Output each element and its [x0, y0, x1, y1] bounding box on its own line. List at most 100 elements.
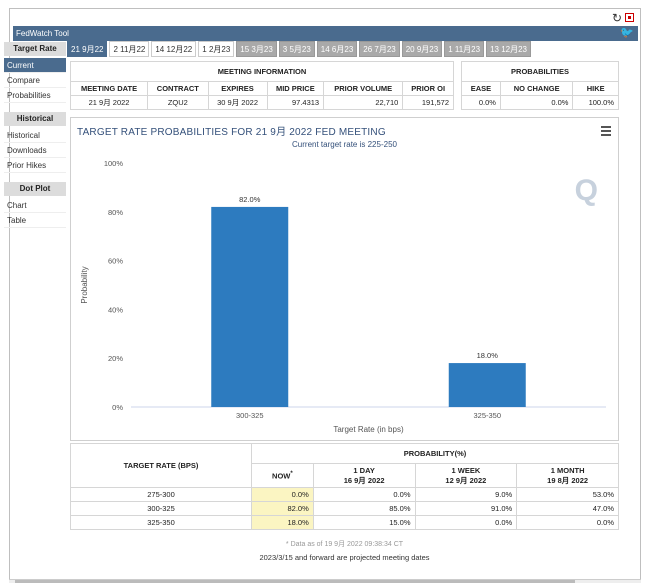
- chart-menu-icon[interactable]: [601, 126, 611, 138]
- sidebar-item-historical[interactable]: Historical: [4, 128, 66, 143]
- table-cell: 100.0%: [572, 95, 619, 110]
- data-label: 82.0%: [239, 195, 261, 204]
- period-date: 16 9月 2022: [343, 475, 385, 485]
- probability-cell: 9.0%: [414, 487, 518, 502]
- rate-cell: 275-300: [70, 487, 252, 502]
- twitter-icon[interactable]: 🐦: [620, 27, 634, 39]
- chart-title: TARGET RATE PROBABILITIES FOR 21 9月 2022…: [77, 127, 386, 138]
- app-title: FedWatch Tool: [16, 29, 69, 38]
- column-header: PRIOR VOLUME: [323, 81, 404, 96]
- meeting-tab[interactable]: 21 9月22: [67, 41, 108, 57]
- period-header: 1 WEEK 12 9月 2022: [414, 463, 518, 488]
- meeting-info-table: MEETING INFORMATION MEETING DATE CONTRACT…: [69, 61, 454, 110]
- probability-cell: 91.0%: [414, 501, 518, 516]
- sidebar-item-probabilities[interactable]: Probabilities: [4, 88, 66, 103]
- probability-cell: 47.0%: [516, 501, 619, 516]
- meeting-tab[interactable]: 14 6月23: [316, 41, 358, 57]
- probability-cell: 53.0%: [516, 487, 619, 502]
- meeting-tab[interactable]: 2 11月22: [109, 41, 150, 57]
- meeting-tab[interactable]: 26 7月23: [359, 41, 400, 57]
- table-cell: ZQU2: [147, 95, 209, 110]
- data-note: * Data as of 19 9月 2022 09:38:34 CT: [285, 541, 404, 548]
- meeting-tabs: 21 9月22 2 11月22 14 12月22 1 2月23 15 3月23 3 5月2…: [67, 41, 531, 58]
- sidebar-item-table[interactable]: Table: [4, 213, 66, 228]
- probability-table: TARGET RATE (BPS) PROBABILITY(%) NOW* 1 D…: [70, 443, 619, 530]
- x-axis-label: Target Rate (in bps): [333, 425, 404, 434]
- sidebar-item-current[interactable]: Current: [4, 58, 66, 73]
- sidebar-item-compare[interactable]: Compare: [4, 73, 66, 88]
- table-row: 325-350 18.0% 15.0% 0.0% 0.0%: [70, 515, 619, 530]
- top-icons: ↻: [612, 11, 634, 25]
- sidebar: Target Rate Current Compare Probabilities Hi…: [4, 42, 66, 228]
- period-header: 1 MONTH 19 8月 2022: [516, 463, 619, 488]
- table-cell: 97.4313: [266, 95, 325, 110]
- data-label: 18.0%: [477, 351, 499, 360]
- y-axis-label: Probability: [80, 266, 89, 303]
- logo-q-icon: Q: [574, 174, 598, 207]
- meeting-tab[interactable]: 3 5月23: [278, 41, 315, 57]
- bar[interactable]: [211, 206, 289, 407]
- y-tick-label: 60%: [108, 257, 123, 266]
- probabilities-table: PROBABILITIES EASE NO CHANGE HIKE 0.0% 0.0%…: [461, 61, 619, 110]
- x-tick-label: 300-325: [236, 411, 264, 420]
- table-row: 275-300 0.0% 0.0% 9.0% 53.0%: [70, 487, 619, 502]
- column-header: NO CHANGE: [499, 81, 574, 96]
- meeting-tab[interactable]: 1 2月23: [198, 41, 235, 57]
- meeting-tab[interactable]: 20 9月23: [401, 41, 443, 57]
- probability-cell: 85.0%: [312, 501, 416, 516]
- probability-cell: 18.0%: [251, 515, 314, 530]
- meeting-tab[interactable]: 13 12月23: [486, 41, 531, 57]
- sidebar-item-downloads[interactable]: Downloads: [4, 143, 66, 158]
- sidebar-section-head: Historical: [4, 112, 66, 126]
- table-cell: 30 9月 2022: [207, 95, 268, 110]
- bar[interactable]: [448, 363, 526, 407]
- close-icon[interactable]: [625, 12, 634, 22]
- column-header: CONTRACT: [147, 81, 209, 96]
- period-date: 19 8月 2022: [547, 475, 589, 485]
- table-row: 300-325 82.0% 85.0% 91.0% 47.0%: [70, 501, 619, 516]
- column-header: EASE: [461, 81, 501, 96]
- rate-cell: 300-325: [70, 501, 252, 516]
- y-tick-label: 80%: [108, 208, 123, 217]
- period-label: 1 DAY: [353, 465, 375, 475]
- period-date: 12 9月 2022: [445, 475, 487, 485]
- rate-cell: 325-350: [70, 515, 252, 530]
- scrollbar-thumb[interactable]: [15, 580, 575, 583]
- column-header: HIKE: [572, 81, 619, 96]
- refresh-icon[interactable]: ↻: [611, 11, 622, 25]
- meeting-tab[interactable]: 15 3月23: [236, 41, 277, 57]
- meeting-info-header: MEETING INFORMATION: [70, 61, 454, 82]
- period-label: 1 MONTH: [550, 465, 585, 475]
- sidebar-item-prior-hikes[interactable]: Prior Hikes: [4, 158, 66, 173]
- y-tick-label: 20%: [108, 354, 123, 363]
- column-header: EXPIRES: [207, 81, 268, 96]
- probability-cell: 0.0%: [414, 515, 518, 530]
- sidebar-section-head: Dot Plot: [4, 182, 66, 196]
- probabilities-header: PROBABILITIES: [461, 61, 619, 82]
- table-cell: 22,710: [323, 95, 404, 110]
- probability-cell: 15.0%: [312, 515, 416, 530]
- column-header: PRIOR OI: [402, 81, 454, 96]
- probability-cell: 0.0%: [251, 487, 314, 502]
- table-cell: 0.0%: [461, 95, 501, 110]
- x-tick-label: 325-350: [473, 411, 501, 420]
- title-bar: FedWatch Tool 🐦: [13, 26, 638, 41]
- footer-note: 2023/3/15 and forward are projected meet…: [259, 553, 430, 562]
- table-cell: 0.0%: [499, 95, 574, 110]
- horizontal-scrollbar[interactable]: [9, 579, 641, 583]
- probability-cell: 0.0%: [312, 487, 416, 502]
- period-header: NOW*: [251, 463, 314, 488]
- probability-cell: 0.0%: [516, 515, 619, 530]
- y-tick-label: 0%: [112, 403, 123, 412]
- meeting-tab[interactable]: 14 12月22: [151, 41, 197, 57]
- target-rate-header: TARGET RATE (BPS): [70, 443, 252, 488]
- table-cell: 191,572: [402, 95, 454, 110]
- meeting-tab[interactable]: 1 11月23: [444, 41, 485, 57]
- sidebar-item-chart[interactable]: Chart: [4, 198, 66, 213]
- probability-group-header: PROBABILITY(%): [251, 443, 619, 464]
- sidebar-gap: [4, 103, 66, 112]
- probability-cell: 82.0%: [251, 501, 314, 516]
- column-header: MID PRICE: [266, 81, 325, 96]
- period-label: 1 WEEK: [451, 465, 481, 475]
- now-mark: *: [290, 470, 293, 477]
